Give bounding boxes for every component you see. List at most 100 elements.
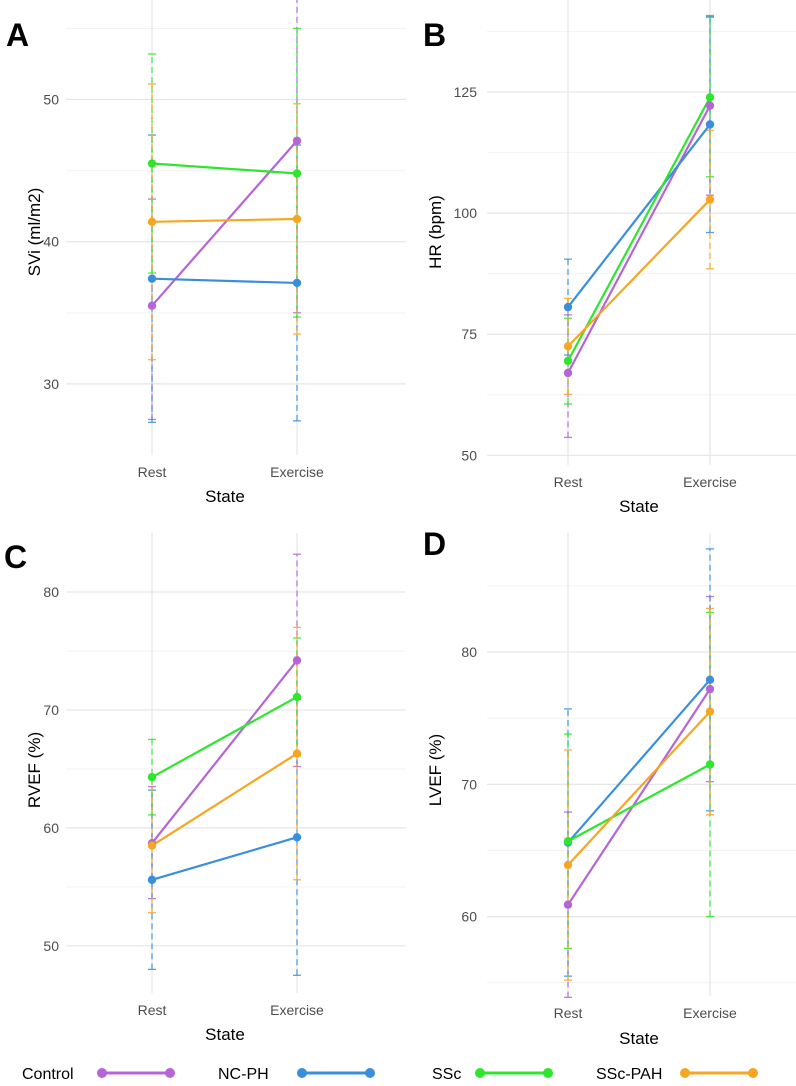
data-point-ssc-pah [705, 195, 715, 204]
x-tick-label: Exercise [270, 1002, 324, 1018]
y-tick-label: 60 [43, 820, 59, 836]
data-point-ssc-pah [147, 841, 157, 850]
data-point-ssc [292, 169, 302, 178]
legend-swatch-dot [97, 1068, 107, 1078]
data-point-nc-ph [292, 833, 302, 842]
plot-area [487, 0, 796, 465]
legend-swatch-dot [165, 1068, 175, 1078]
series-line-nc-ph [151, 277, 298, 285]
data-point-control [705, 101, 715, 110]
legend-item-control: Control [22, 1066, 175, 1083]
series-line-nc-ph [151, 836, 298, 881]
data-point-nc-ph [147, 875, 157, 884]
data-point-ssc [147, 159, 157, 168]
legend-swatch-dot [297, 1068, 307, 1078]
y-tick-label: 70 [461, 776, 477, 792]
series-line-ssc-pah [567, 198, 711, 348]
legend-swatch-dot [475, 1068, 485, 1078]
data-point-control [292, 136, 302, 145]
x-tick-label: Exercise [683, 1005, 737, 1021]
data-point-ssc [563, 837, 573, 846]
data-point-nc-ph [705, 675, 715, 685]
x-tick-label: Exercise [270, 464, 324, 480]
y-tick-label: 80 [461, 644, 477, 660]
series-line-ssc [151, 162, 298, 175]
legend-swatch-dot [680, 1068, 690, 1078]
series-line-control [567, 688, 711, 906]
legend-label: Control [22, 1066, 74, 1083]
y-tick-label: 70 [43, 702, 59, 718]
data-point-ssc-pah [563, 342, 573, 351]
x-axis-title: State [619, 1029, 659, 1048]
y-tick-label: 100 [454, 205, 478, 221]
legend-label: SSc-PAH [596, 1066, 662, 1083]
series-line-ssc-pah [151, 217, 298, 223]
x-tick-label: Rest [138, 464, 167, 480]
data-point-ssc-pah [292, 214, 302, 224]
panel-letter: A [6, 17, 29, 53]
y-tick-label: 125 [454, 84, 478, 100]
data-point-control [563, 368, 573, 378]
x-axis-title: State [619, 497, 659, 516]
y-axis-title: HR (bpm) [426, 195, 445, 269]
y-tick-label: 40 [43, 234, 59, 250]
legend-item-nc-ph: NC-PH [218, 1066, 375, 1083]
y-tick-label: 60 [461, 909, 477, 925]
data-point-control [292, 656, 302, 665]
panel-letter: B [423, 17, 446, 53]
data-point-ssc [705, 93, 715, 102]
y-axis-title: RVEF (%) [25, 732, 44, 808]
x-tick-label: Rest [554, 1005, 583, 1021]
data-point-control [705, 684, 715, 694]
series-line-ssc-pah [567, 710, 711, 866]
data-point-nc-ph [292, 278, 302, 288]
data-point-control [147, 301, 157, 310]
x-axis-title: State [205, 487, 245, 506]
y-tick-label: 75 [461, 326, 477, 342]
y-tick-label: 80 [43, 584, 59, 600]
panel-a: A State SVi (ml/m2) 30 40 50 Rest Exercise [6, 0, 406, 506]
data-point-ssc [147, 772, 157, 782]
legend-item-ssc-pah: SSc-PAH [596, 1066, 758, 1083]
y-axis-title: SVi (ml/m2) [25, 188, 44, 276]
plot-area [66, 0, 406, 455]
data-point-control [563, 900, 573, 909]
data-point-ssc-pah [292, 749, 302, 758]
y-tick-label: 50 [43, 938, 59, 954]
legend-label: SSc [432, 1066, 461, 1083]
panel-letter: D [423, 526, 446, 562]
plot-area [487, 533, 796, 998]
data-point-nc-ph [563, 302, 573, 312]
data-point-ssc-pah [147, 217, 157, 227]
panel-c: C State RVEF (%) 50 60 70 80 Rest Exercise [4, 533, 406, 1044]
legend-item-ssc: SSc [432, 1066, 553, 1083]
legend-label: NC-PH [218, 1066, 269, 1083]
series-line-ssc-pah [151, 752, 298, 847]
y-axis-title: LVEF (%) [426, 734, 445, 806]
series-line-ssc [151, 695, 298, 779]
x-tick-label: Rest [554, 474, 583, 490]
plot-area [66, 533, 406, 993]
series-line-control [151, 140, 298, 307]
series-line-nc-ph [567, 123, 711, 308]
data-point-nc-ph [147, 274, 157, 283]
y-tick-label: 50 [461, 447, 477, 463]
data-point-ssc [563, 356, 573, 366]
series-line-control [567, 105, 711, 374]
data-point-nc-ph [705, 120, 715, 129]
data-point-ssc-pah [705, 707, 715, 716]
y-tick-label: 50 [43, 92, 59, 108]
series-line-ssc [567, 96, 711, 362]
x-tick-label: Exercise [683, 474, 737, 490]
data-point-ssc [292, 692, 302, 702]
panel-b: B State HR (bpm) 50 75 100 125 Rest Exercise [423, 0, 796, 516]
legend-swatch-dot [365, 1068, 375, 1078]
legend: Control NC-PH SSc SSc-PAH [22, 1066, 758, 1083]
series-line-control [151, 659, 298, 844]
data-point-ssc-pah [563, 860, 573, 870]
series-line-ssc [567, 763, 711, 843]
legend-swatch-dot [543, 1068, 553, 1078]
x-tick-label: Rest [138, 1002, 167, 1018]
y-tick-label: 30 [43, 376, 59, 392]
